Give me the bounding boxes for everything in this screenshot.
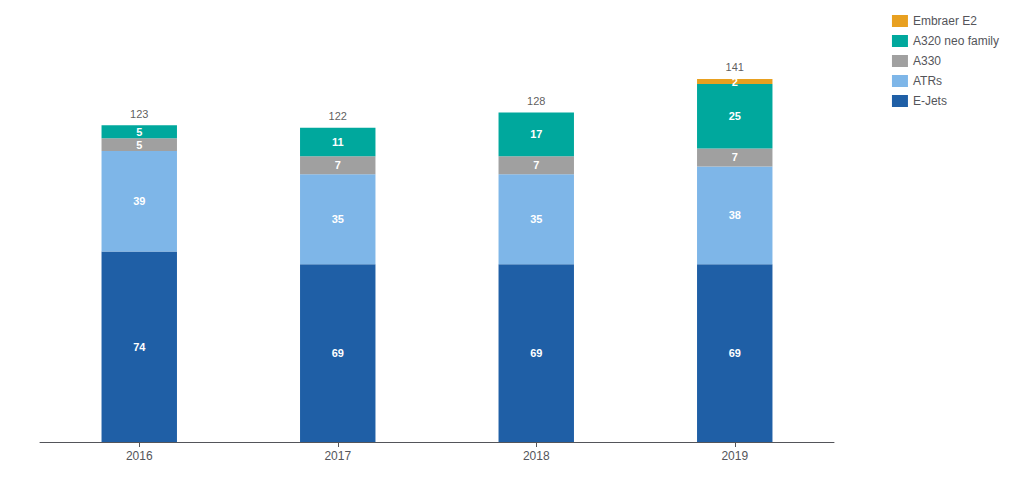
svg-text:74: 74: [133, 341, 146, 353]
svg-text:35: 35: [530, 213, 542, 225]
svg-text:A320 neo family: A320 neo family: [913, 34, 999, 48]
svg-text:141: 141: [726, 61, 744, 73]
svg-text:7: 7: [335, 159, 341, 171]
svg-text:123: 123: [130, 108, 148, 120]
svg-text:2019: 2019: [721, 449, 748, 463]
svg-text:69: 69: [729, 347, 741, 359]
svg-text:17: 17: [530, 128, 542, 140]
svg-text:35: 35: [332, 213, 344, 225]
svg-text:E-Jets: E-Jets: [913, 94, 947, 108]
svg-text:69: 69: [332, 347, 344, 359]
svg-text:7: 7: [533, 159, 539, 171]
svg-text:Embraer E2: Embraer E2: [913, 14, 977, 28]
svg-text:38: 38: [729, 209, 741, 221]
svg-text:11: 11: [332, 136, 344, 148]
svg-text:ATRs: ATRs: [913, 74, 942, 88]
svg-text:39: 39: [133, 195, 145, 207]
svg-text:2018: 2018: [523, 449, 550, 463]
svg-text:122: 122: [329, 110, 347, 122]
svg-text:69: 69: [530, 347, 542, 359]
svg-text:5: 5: [136, 139, 142, 151]
svg-text:2016: 2016: [126, 449, 153, 463]
svg-text:128: 128: [527, 95, 545, 107]
svg-text:A330: A330: [913, 54, 941, 68]
svg-text:25: 25: [729, 110, 741, 122]
svg-text:5: 5: [136, 126, 142, 138]
svg-text:2017: 2017: [324, 449, 351, 463]
svg-text:2: 2: [732, 76, 738, 88]
svg-text:7: 7: [732, 151, 738, 163]
